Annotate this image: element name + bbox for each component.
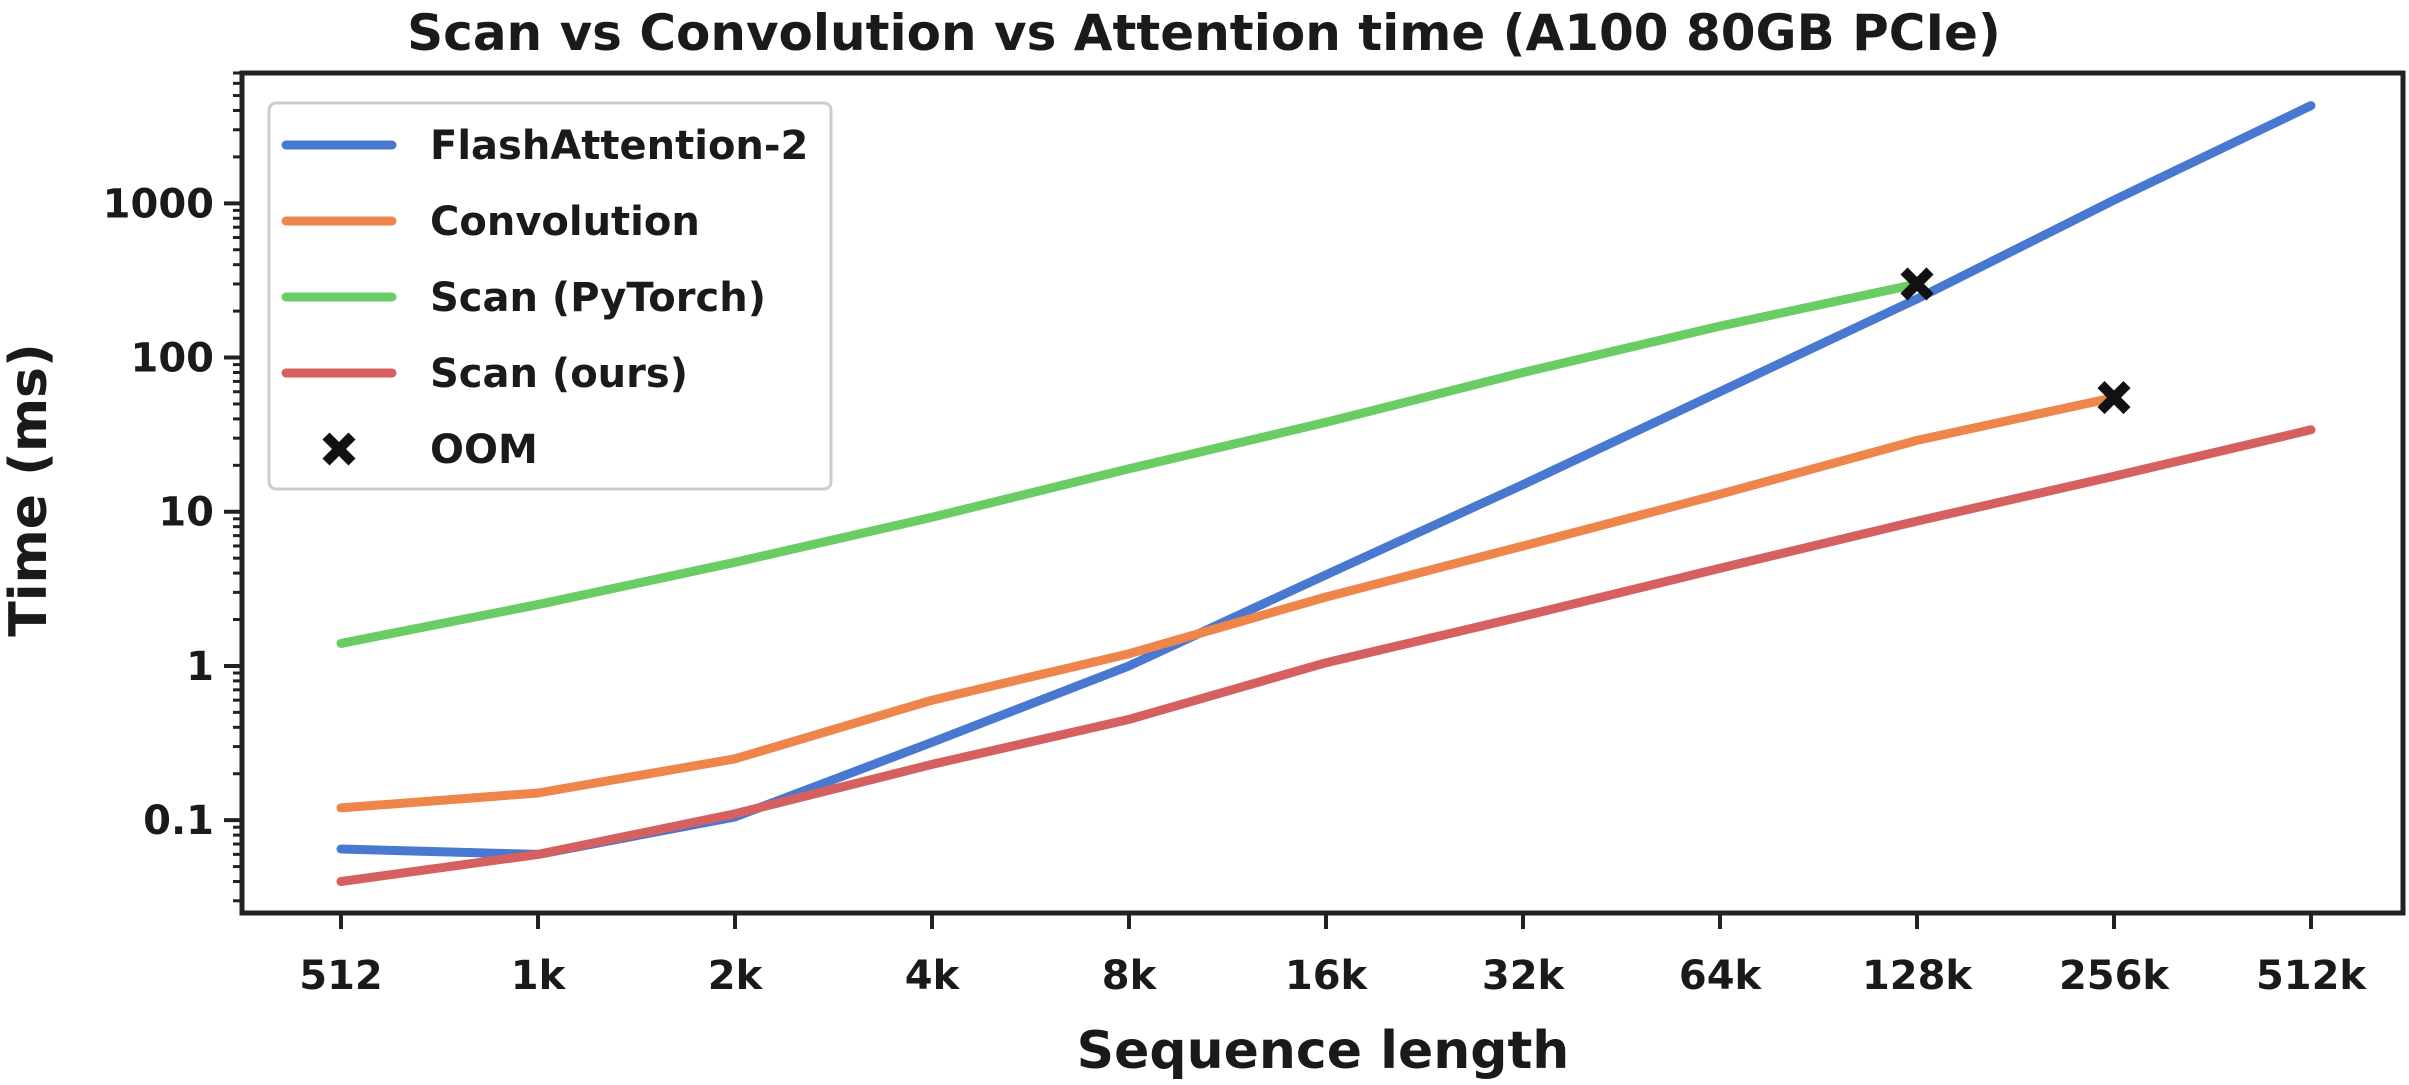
x-tick-label: 128k [1862, 953, 1973, 999]
x-tick-label: 32k [1482, 953, 1566, 999]
axis-ticks: 512 1k 2k 4k 8k 16k 32k 64k 128k 256k 512k 0.1 1 10 10… [103, 71, 2367, 999]
x-tick-label: 4k [905, 953, 961, 999]
legend-flashattention-2-label: FlashAttention-2 [430, 123, 808, 169]
legend-scan-ours-label: Scan (ours) [430, 351, 688, 397]
oom-marker-convolution [2097, 381, 2131, 415]
y-axis-label: Time (ms) [0, 343, 59, 637]
oom-markers [1900, 267, 2131, 415]
x-tick-label: 512 [299, 953, 383, 999]
oom-marker-scan-pytorch [1900, 267, 1934, 301]
chart-title: Scan vs Convolution vs Attention time (A… [407, 4, 2001, 62]
x-axis-label: Sequence length [1077, 1021, 1570, 1081]
legend-oom-swatch [322, 432, 356, 466]
series-line-scan-ours [336, 425, 2316, 886]
x-tick-label: 8k [1102, 953, 1158, 999]
legend-oom-label: OOM [430, 427, 538, 473]
y-tick-label: 0.1 [143, 798, 214, 844]
y-tick-label: 10 [158, 490, 214, 536]
legend: FlashAttention-2 Convolution Scan (PyTorch… [267, 101, 833, 491]
legend-convolution-label: Convolution [430, 199, 700, 245]
legend-scan-pytorch-label: Scan (PyTorch) [430, 275, 766, 321]
series-line-scan-pytorch [336, 279, 1922, 648]
x-tick-label: 512k [2256, 953, 2367, 999]
x-tick-label: 64k [1679, 953, 1763, 999]
y-tick-label: 1 [186, 644, 214, 690]
oom-marker-stroke [2097, 381, 2131, 415]
plot-frame [239, 70, 2406, 916]
y-tick-label: 1000 [103, 181, 214, 227]
x-tick-label: 1k [511, 953, 567, 999]
oom-marker-stroke [322, 432, 356, 466]
series-line-convolution [336, 393, 2119, 813]
legend-box [267, 101, 833, 491]
oom-marker-stroke [1900, 267, 1934, 301]
series-lines [336, 101, 2316, 886]
x-tick-label: 256k [2059, 953, 2170, 999]
x-tick-label: 16k [1285, 953, 1369, 999]
x-tick-label: 2k [708, 953, 764, 999]
y-tick-label: 100 [131, 336, 215, 382]
